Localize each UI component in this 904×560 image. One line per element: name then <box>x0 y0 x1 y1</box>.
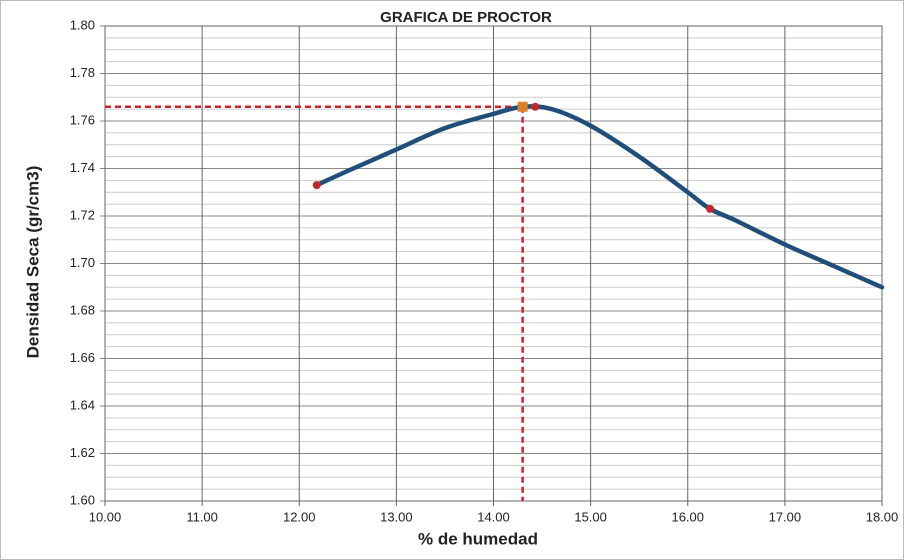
y-tick-label: 1.64 <box>70 397 95 412</box>
y-tick-label: 1.68 <box>70 302 95 317</box>
y-tick-label: 1.74 <box>70 160 95 175</box>
curve <box>314 104 885 290</box>
x-tick-label: 13.00 <box>380 509 413 524</box>
x-axis-label: % de humedad <box>418 529 538 548</box>
optimum-marker <box>517 101 528 112</box>
y-tick-label: 1.60 <box>70 492 95 507</box>
data-point <box>706 204 715 213</box>
y-tick-label: 1.66 <box>70 350 95 365</box>
x-tick-label: 17.00 <box>769 509 802 524</box>
x-tick-label: 16.00 <box>671 509 704 524</box>
y-tick-label: 1.80 <box>70 17 95 32</box>
x-tick-label: 10.00 <box>89 509 122 524</box>
y-tick-label: 1.78 <box>70 65 95 80</box>
y-tick-label: 1.72 <box>70 207 95 222</box>
chart-title: GRAFICA DE PROCTOR <box>380 9 552 26</box>
x-tick-label: 18.00 <box>866 509 899 524</box>
x-tick-label: 11.00 <box>186 509 218 524</box>
data-point <box>531 102 540 111</box>
data-point <box>312 181 321 190</box>
x-tick-label: 12.00 <box>283 509 316 524</box>
y-axis-label: Densidad Seca (gr/cm3) <box>23 166 42 359</box>
x-tick-label: 14.00 <box>477 509 510 524</box>
y-tick-label: 1.76 <box>70 112 95 127</box>
y-tick-label: 1.62 <box>70 445 95 460</box>
plot-border <box>104 25 883 502</box>
x-tick-label: 15.00 <box>574 509 607 524</box>
y-tick-label: 1.70 <box>70 255 95 270</box>
